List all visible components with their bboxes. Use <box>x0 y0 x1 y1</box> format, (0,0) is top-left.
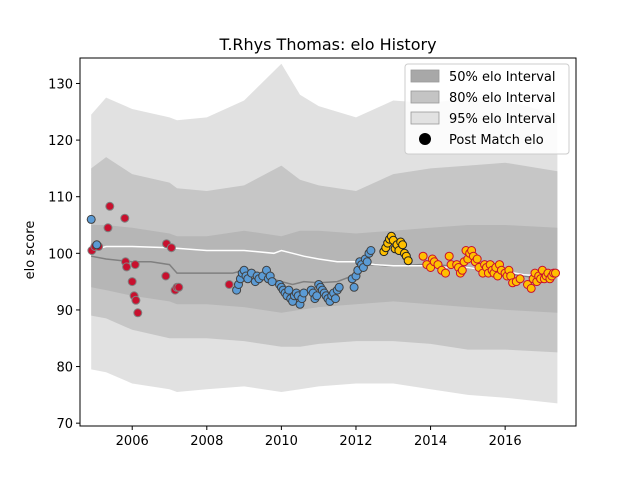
data-point <box>526 283 536 293</box>
legend-entry-label: Post Match elo <box>449 133 544 148</box>
y-axis-label: elo score <box>23 221 38 280</box>
data-point <box>362 257 372 267</box>
data-point <box>92 240 102 250</box>
y-tick-label: 100 <box>48 247 73 262</box>
data-point <box>224 280 234 289</box>
data-point <box>334 282 344 292</box>
data-point <box>349 282 359 292</box>
y-tick-label: 120 <box>48 134 73 149</box>
data-point <box>120 213 130 223</box>
legend: 50% elo Interval 80% elo Interval 95% elo … <box>404 63 570 155</box>
y-tick-label: 90 <box>56 304 73 319</box>
data-point <box>130 260 140 270</box>
data-point <box>398 240 408 250</box>
chart-title: T.Rhys Thomas: elo History <box>218 35 436 54</box>
x-tick-label: 2012 <box>339 434 372 449</box>
legend-marker <box>419 133 431 145</box>
data-point <box>284 285 294 295</box>
data-point <box>366 246 376 255</box>
data-point <box>331 294 340 304</box>
legend-entry-label: 50% elo Interval <box>449 70 556 85</box>
data-point <box>161 271 171 281</box>
legend-entry-label: 80% elo Interval <box>449 91 556 106</box>
data-point <box>86 214 96 224</box>
data-point <box>131 295 141 305</box>
data-point <box>515 274 525 284</box>
data-point <box>441 268 450 278</box>
data-point <box>103 223 113 233</box>
post-match-points <box>86 201 560 318</box>
data-point <box>105 201 115 211</box>
data-point <box>166 243 176 253</box>
data-point <box>122 262 132 272</box>
data-point <box>418 251 428 261</box>
band-50-interval <box>91 225 558 313</box>
y-tick-label: 70 <box>56 417 73 432</box>
x-tick-label: 2014 <box>414 434 447 449</box>
data-point <box>444 251 454 261</box>
data-point <box>472 254 482 264</box>
legend-swatch <box>410 111 440 125</box>
data-point <box>457 265 467 275</box>
y-tick-label: 80 <box>56 361 73 376</box>
y-tick-label: 130 <box>48 77 73 92</box>
data-point <box>403 256 413 266</box>
x-tick-label: 2006 <box>116 434 149 449</box>
x-tick-label: 2016 <box>489 434 522 449</box>
legend-box <box>404 63 570 155</box>
x-tick-label: 2010 <box>265 434 298 449</box>
y-tick-label: 110 <box>48 191 73 206</box>
legend-entry-label: 95% elo Interval <box>449 112 556 127</box>
data-point <box>299 288 309 298</box>
data-point <box>174 282 184 292</box>
legend-swatch <box>410 69 440 83</box>
data-point <box>267 277 277 287</box>
data-point <box>551 268 560 278</box>
data-point <box>127 277 137 287</box>
data-point <box>133 308 143 318</box>
legend-swatch <box>410 90 440 104</box>
x-tick-label: 2008 <box>190 434 223 449</box>
axes: 2006 2008 2010 2012 2014 2016 70 80 90 100 110 120 1… <box>48 57 577 449</box>
plot-frame <box>79 57 577 427</box>
